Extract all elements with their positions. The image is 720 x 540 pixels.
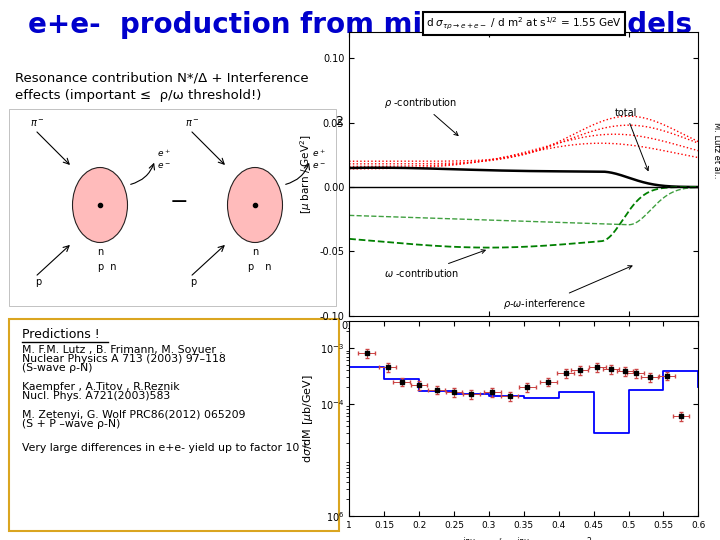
Text: M. F.M. Lutz , B. Frimann, M. Soyuer .: M. F.M. Lutz , B. Frimann, M. Soyuer . [22, 345, 222, 355]
Text: Very large differences in e+e- yield up to factor 10 !: Very large differences in e+e- yield up … [22, 443, 307, 453]
Ellipse shape [228, 167, 282, 242]
Text: n: n [104, 262, 116, 272]
Text: $e^+$: $e^+$ [312, 147, 325, 159]
Text: (S-wave ρ-N): (S-wave ρ-N) [22, 363, 92, 373]
Text: Nucl. Phys. A721(2003)583: Nucl. Phys. A721(2003)583 [22, 391, 170, 401]
Text: M. Zetenyi, G. Wolf PRC86(2012) 065209: M. Zetenyi, G. Wolf PRC86(2012) 065209 [22, 410, 246, 420]
Text: $\rho$ -contribution: $\rho$ -contribution [384, 96, 458, 136]
Ellipse shape [73, 167, 127, 242]
Text: Predictions !: Predictions ! [22, 328, 100, 341]
Text: Nuclear Physics A 713 (2003) 97–118: Nuclear Physics A 713 (2003) 97–118 [22, 354, 226, 364]
Text: $e^-$: $e^-$ [157, 161, 171, 171]
Text: effects (important ≤  ρ/ω threshold!): effects (important ≤ ρ/ω threshold!) [15, 89, 261, 102]
Text: (S + P –wave ρ-N): (S + P –wave ρ-N) [22, 419, 120, 429]
Text: total: total [615, 108, 649, 171]
Text: p: p [97, 262, 103, 272]
Text: $e^+$: $e^+$ [157, 147, 171, 159]
Text: e+e-  production from microscopic models: e+e- production from microscopic models [28, 11, 692, 39]
Text: $e^-$: $e^-$ [312, 161, 325, 171]
X-axis label: $m_{+-}$ [GeV]: $m_{+-}$ [GeV] [492, 336, 556, 350]
Title: d $\sigma_{\tau\rho\to e+e-}$ / d m$^2$ at s$^{1/2}$ = 1.55 GeV: d $\sigma_{\tau\rho\to e+e-}$ / d m$^2$ … [426, 16, 622, 32]
Y-axis label: [$\mu$ barn / GeV$^2$]: [$\mu$ barn / GeV$^2$] [298, 134, 314, 214]
X-axis label: $m^{inv}_{e+e-}$  $\left[\ m^{inv}_{e+e-}\ [\mathrm{GeV}/c^2]\right.$: $m^{inv}_{e+e-}$ $\left[\ m^{inv}_{e+e-}… [451, 535, 597, 540]
Text: Resonance contribution N*/Δ + Interference: Resonance contribution N*/Δ + Interferen… [15, 71, 309, 84]
Text: p: p [35, 277, 41, 287]
Text: Kaempfer , A.Titov , R.Reznik: Kaempfer , A.Titov , R.Reznik [22, 382, 179, 392]
Text: $\rho$-$\omega$-interference: $\rho$-$\omega$-interference [503, 266, 632, 311]
Text: $\pi^-$: $\pi^-$ [185, 118, 199, 129]
Text: 2: 2 [335, 115, 343, 128]
Text: p: p [190, 277, 197, 287]
FancyBboxPatch shape [9, 109, 336, 306]
Text: $\omega$ -contribution: $\omega$ -contribution [384, 249, 485, 279]
Text: n: n [252, 247, 258, 257]
Text: n: n [258, 262, 271, 272]
Text: $\pi^-$: $\pi^-$ [30, 118, 45, 129]
Y-axis label: d$\sigma$/dM [$\mu$b/GeV]: d$\sigma$/dM [$\mu$b/GeV] [300, 374, 315, 463]
Text: p: p [247, 262, 253, 272]
Text: n: n [97, 247, 103, 257]
Text: M. Lutz et al..: M. Lutz et al.. [711, 122, 720, 178]
FancyBboxPatch shape [9, 319, 339, 531]
Text: $-$: $-$ [169, 190, 187, 210]
